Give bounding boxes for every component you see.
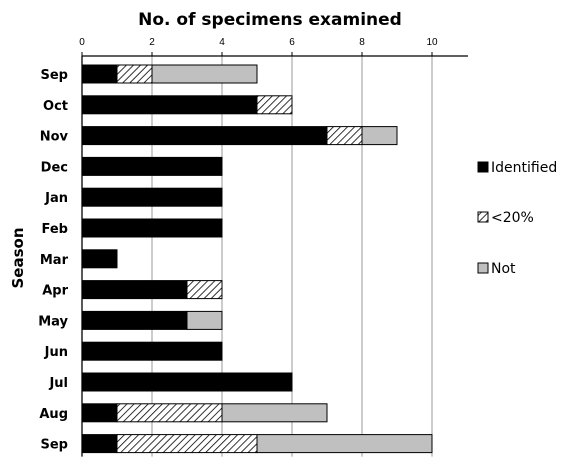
category-label: Aug — [39, 407, 68, 422]
bar-segment-identified — [81, 403, 118, 423]
category-label: Apr — [42, 284, 68, 299]
axes — [81, 52, 468, 457]
x-tick-label: 2 — [149, 37, 155, 48]
bar-segment-20 — [326, 126, 363, 146]
legend-label: <20% — [491, 210, 534, 226]
bar-segment-not — [221, 403, 328, 423]
bar-segment-20 — [116, 64, 153, 84]
bar-segment-identified — [81, 310, 188, 330]
category-label: Jun — [44, 345, 68, 360]
bar-segment-not — [186, 310, 223, 330]
legend-label: Not — [491, 261, 516, 277]
category-label: Sep — [41, 68, 69, 83]
legend-swatch — [477, 262, 489, 274]
category-label: Feb — [42, 222, 68, 237]
bar-segment-20 — [186, 280, 223, 300]
bar-segment-20 — [116, 403, 223, 423]
bar-segment-20 — [256, 95, 293, 115]
x-tick-label: 4 — [219, 37, 225, 48]
x-tick-label: 0 — [79, 37, 85, 48]
bar-segment-identified — [81, 341, 223, 361]
bar-segment-20 — [116, 434, 258, 454]
x-tick-label: 10 — [426, 37, 438, 48]
legend-swatch — [477, 211, 489, 223]
bar-segment-identified — [81, 280, 188, 300]
labels: Sep Oct Nov Dec Jan Feb Mar Apr May Jun Jul Aug Sep 0… — [38, 37, 438, 453]
x-tick-label: 6 — [289, 37, 295, 48]
chart-title: No. of specimens examined — [138, 10, 402, 30]
category-label: Sep — [41, 438, 69, 453]
category-label: Jul — [48, 376, 68, 391]
bar-segment-not — [361, 126, 398, 146]
bar-segment-identified — [81, 64, 118, 84]
bar-segment-identified — [81, 434, 118, 454]
bar-segment-identified — [81, 126, 328, 146]
category-label: Nov — [40, 130, 69, 145]
category-label: Oct — [43, 99, 68, 114]
y-axis-label: Season — [9, 227, 27, 288]
category-label: Dec — [41, 160, 68, 175]
x-tick-label: 8 — [359, 37, 365, 48]
bar-segment-not — [256, 434, 433, 454]
category-label: May — [38, 314, 68, 329]
legend-swatch — [477, 161, 489, 173]
bar-segment-identified — [81, 372, 293, 392]
bar-segment-not — [151, 64, 258, 84]
gridlines — [151, 56, 433, 457]
category-label: Jan — [44, 191, 68, 206]
legend-label: Identified — [491, 160, 557, 176]
bar-segment-identified — [81, 95, 258, 115]
bar-segment-identified — [81, 249, 118, 269]
bars — [81, 64, 433, 454]
bar-segment-identified — [81, 187, 223, 207]
bar-segment-identified — [81, 156, 223, 176]
legend: Identified <20% Not — [477, 160, 557, 277]
bar-segment-identified — [81, 218, 223, 238]
category-label: Mar — [40, 253, 69, 268]
